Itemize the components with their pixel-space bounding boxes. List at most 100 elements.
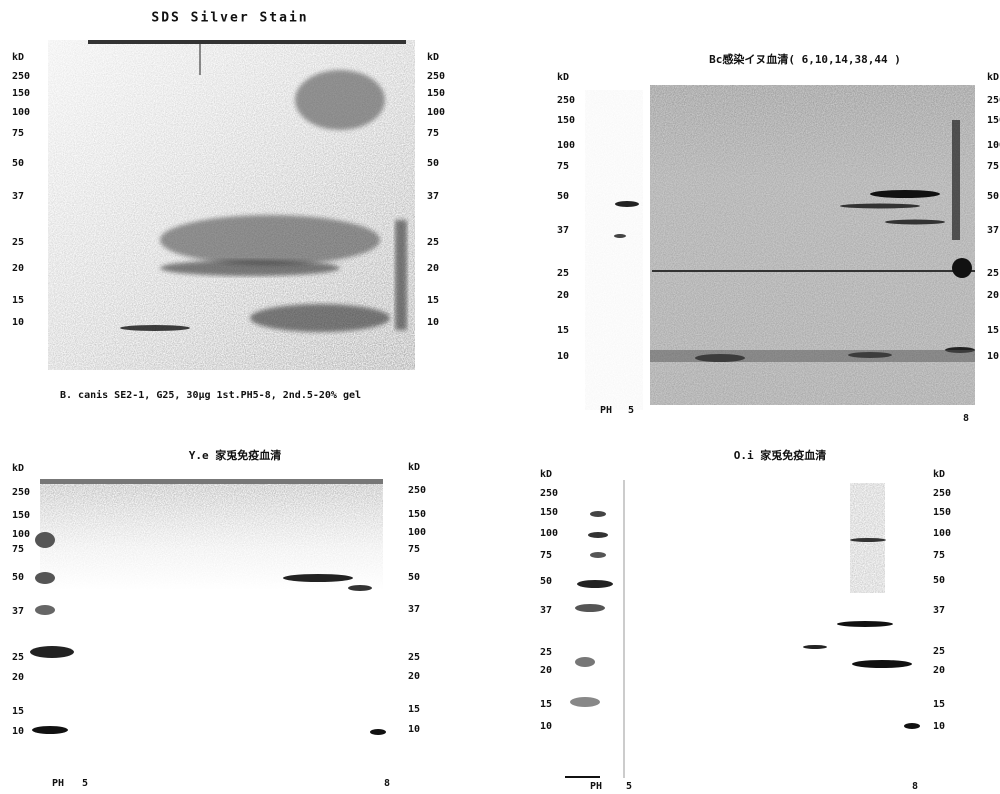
- kd-label: 15: [557, 325, 569, 336]
- kd-label: 100: [12, 107, 30, 118]
- kd-label: 250: [557, 95, 575, 106]
- kd-label: 10: [12, 317, 24, 328]
- axis-unit: kD: [987, 72, 999, 83]
- kd-label: 150: [408, 509, 426, 520]
- axis-unit: kD: [427, 52, 439, 63]
- axis-unit: kD: [557, 72, 569, 83]
- kd-label: 15: [408, 704, 420, 715]
- kd-label: 50: [12, 158, 24, 169]
- kd-label: 250: [987, 95, 1000, 106]
- gel-image: [585, 85, 975, 410]
- gel-image: [565, 480, 920, 778]
- ph-label: 5: [626, 781, 632, 792]
- kd-label: 37: [987, 225, 999, 236]
- kd-label: 25: [987, 268, 999, 279]
- kd-label: 37: [427, 191, 439, 202]
- kd-label: 75: [12, 128, 24, 139]
- kd-label: 50: [427, 158, 439, 169]
- ph-label: 8: [963, 413, 969, 424]
- kd-label: 20: [987, 290, 999, 301]
- kd-label: 20: [12, 672, 24, 683]
- kd-label: 250: [540, 488, 558, 499]
- axis-unit: kD: [933, 469, 945, 480]
- kd-label: 50: [557, 191, 569, 202]
- kd-label: 10: [540, 721, 552, 732]
- kd-label: 25: [557, 268, 569, 279]
- kd-label: 10: [427, 317, 439, 328]
- panel-title: Y.e 家兎免疫血清: [189, 448, 282, 462]
- kd-label: 150: [557, 115, 575, 126]
- axis-unit: kD: [540, 469, 552, 480]
- kd-label: 37: [12, 191, 24, 202]
- kd-label: 10: [12, 726, 24, 737]
- kd-label: 100: [408, 527, 426, 538]
- gel-image: [48, 40, 415, 370]
- kd-label: 75: [12, 544, 24, 555]
- kd-label: 37: [557, 225, 569, 236]
- kd-label: 10: [557, 351, 569, 362]
- caption: B. canis SE2-1, G25, 30μg 1st.PH5-8, 2nd…: [60, 389, 361, 401]
- kd-label: 150: [987, 115, 1000, 126]
- ph-label: 8: [384, 778, 390, 789]
- kd-label: 20: [557, 290, 569, 301]
- kd-label: 150: [12, 510, 30, 521]
- kd-label: 150: [933, 507, 951, 518]
- kd-label: 15: [12, 706, 24, 717]
- kd-label: 20: [408, 671, 420, 682]
- kd-label: 37: [933, 605, 945, 616]
- kd-label: 250: [12, 487, 30, 498]
- kd-label: 25: [408, 652, 420, 663]
- panel-title: Bc感染イヌ血清( 6,10,14,38,44 ): [709, 52, 901, 66]
- kd-label: 10: [987, 351, 999, 362]
- kd-label: 75: [987, 161, 999, 172]
- kd-label: 150: [427, 88, 445, 99]
- kd-label: 75: [427, 128, 439, 139]
- kd-label: 20: [427, 263, 439, 274]
- kd-label: 37: [12, 606, 24, 617]
- ph-label: 5: [628, 405, 634, 416]
- ph-label: 8: [912, 781, 918, 792]
- kd-label: 100: [933, 528, 951, 539]
- axis-unit: kD: [408, 462, 420, 473]
- panel-title: SDS Silver Stain: [151, 11, 308, 26]
- kd-label: 75: [933, 550, 945, 561]
- kd-label: 50: [408, 572, 420, 583]
- kd-label: 20: [933, 665, 945, 676]
- gel-image: [30, 479, 386, 759]
- ph-label: PH: [590, 781, 602, 792]
- kd-label: 50: [987, 191, 999, 202]
- kd-label: 75: [408, 544, 420, 555]
- kd-label: 25: [12, 237, 24, 248]
- kd-label: 15: [540, 699, 552, 710]
- kd-label: 100: [12, 529, 30, 540]
- kd-label: 250: [427, 71, 445, 82]
- kd-label: 250: [12, 71, 30, 82]
- axis-unit: kD: [12, 52, 24, 63]
- kd-label: 20: [540, 665, 552, 676]
- kd-label: 100: [540, 528, 558, 539]
- ph-label: PH: [600, 405, 612, 416]
- kd-label: 25: [540, 647, 552, 658]
- kd-label: 15: [12, 295, 24, 306]
- kd-label: 37: [540, 605, 552, 616]
- kd-label: 37: [408, 604, 420, 615]
- kd-label: 15: [427, 295, 439, 306]
- kd-label: 100: [557, 140, 575, 151]
- kd-label: 75: [557, 161, 569, 172]
- kd-label: 10: [933, 721, 945, 732]
- kd-label: 25: [12, 652, 24, 663]
- kd-label: 15: [987, 325, 999, 336]
- kd-label: 50: [540, 576, 552, 587]
- kd-label: 100: [427, 107, 445, 118]
- axis-unit: kD: [12, 463, 24, 474]
- kd-label: 25: [427, 237, 439, 248]
- kd-label: 20: [12, 263, 24, 274]
- kd-label: 50: [12, 572, 24, 583]
- kd-label: 100: [987, 140, 1000, 151]
- kd-label: 250: [933, 488, 951, 499]
- ph-label: 5: [82, 778, 88, 789]
- panel-title: O.i 家兎免疫血清: [734, 448, 827, 462]
- kd-label: 25: [933, 646, 945, 657]
